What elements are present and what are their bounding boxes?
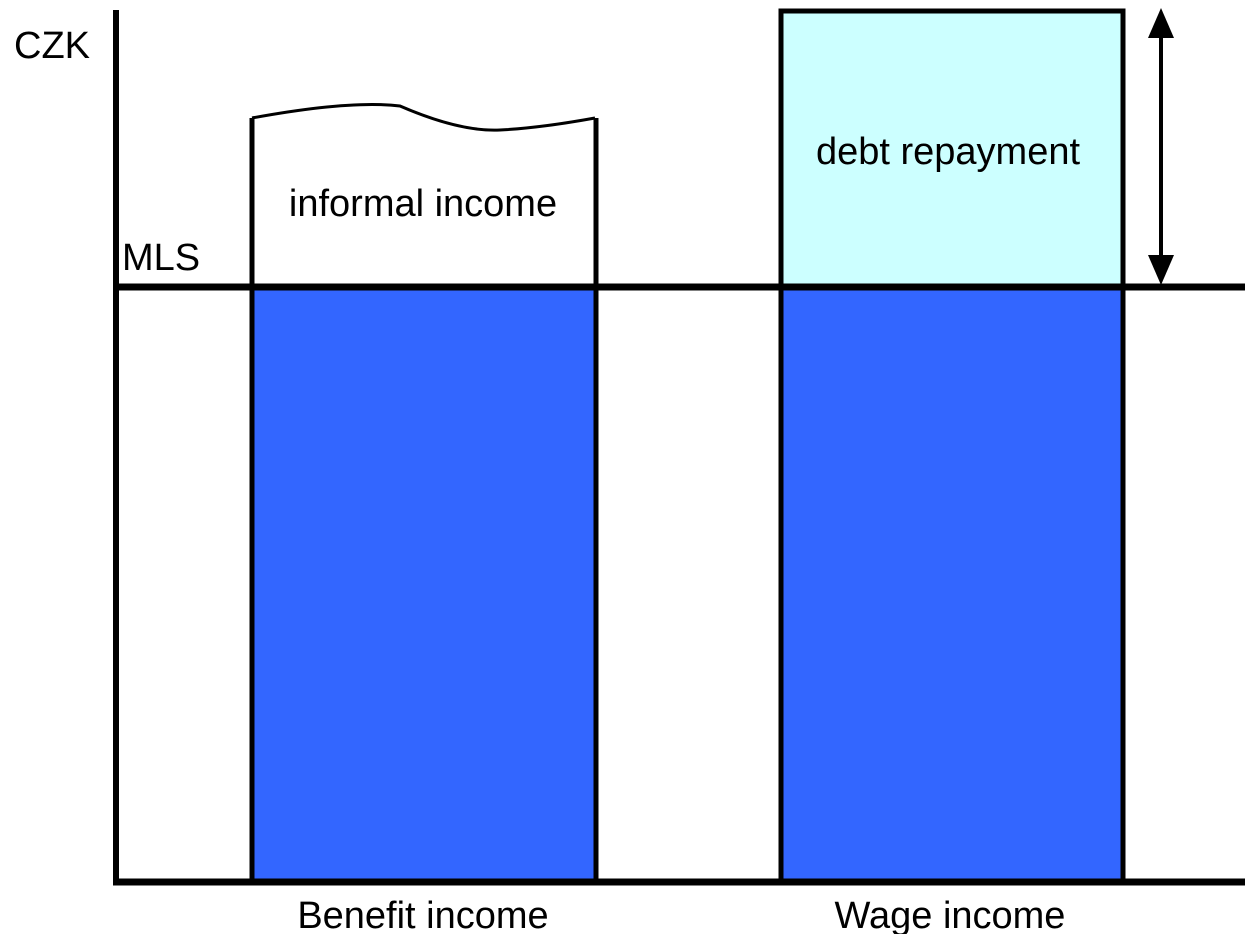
axis-label: CZK	[14, 25, 90, 67]
bar-label: Benefit income	[297, 895, 548, 934]
bar-label: Wage income	[835, 895, 1066, 934]
segment-label: debt repayment	[816, 131, 1080, 173]
bar-segment	[778, 8, 1126, 290]
segment-label: informal income	[289, 183, 557, 225]
line-label: MLS	[122, 237, 200, 279]
arrow-head	[1148, 255, 1174, 285]
arrow-head	[1148, 8, 1174, 38]
bar	[249, 284, 599, 885]
wavy-top	[251, 103, 596, 132]
bar	[778, 284, 1126, 885]
